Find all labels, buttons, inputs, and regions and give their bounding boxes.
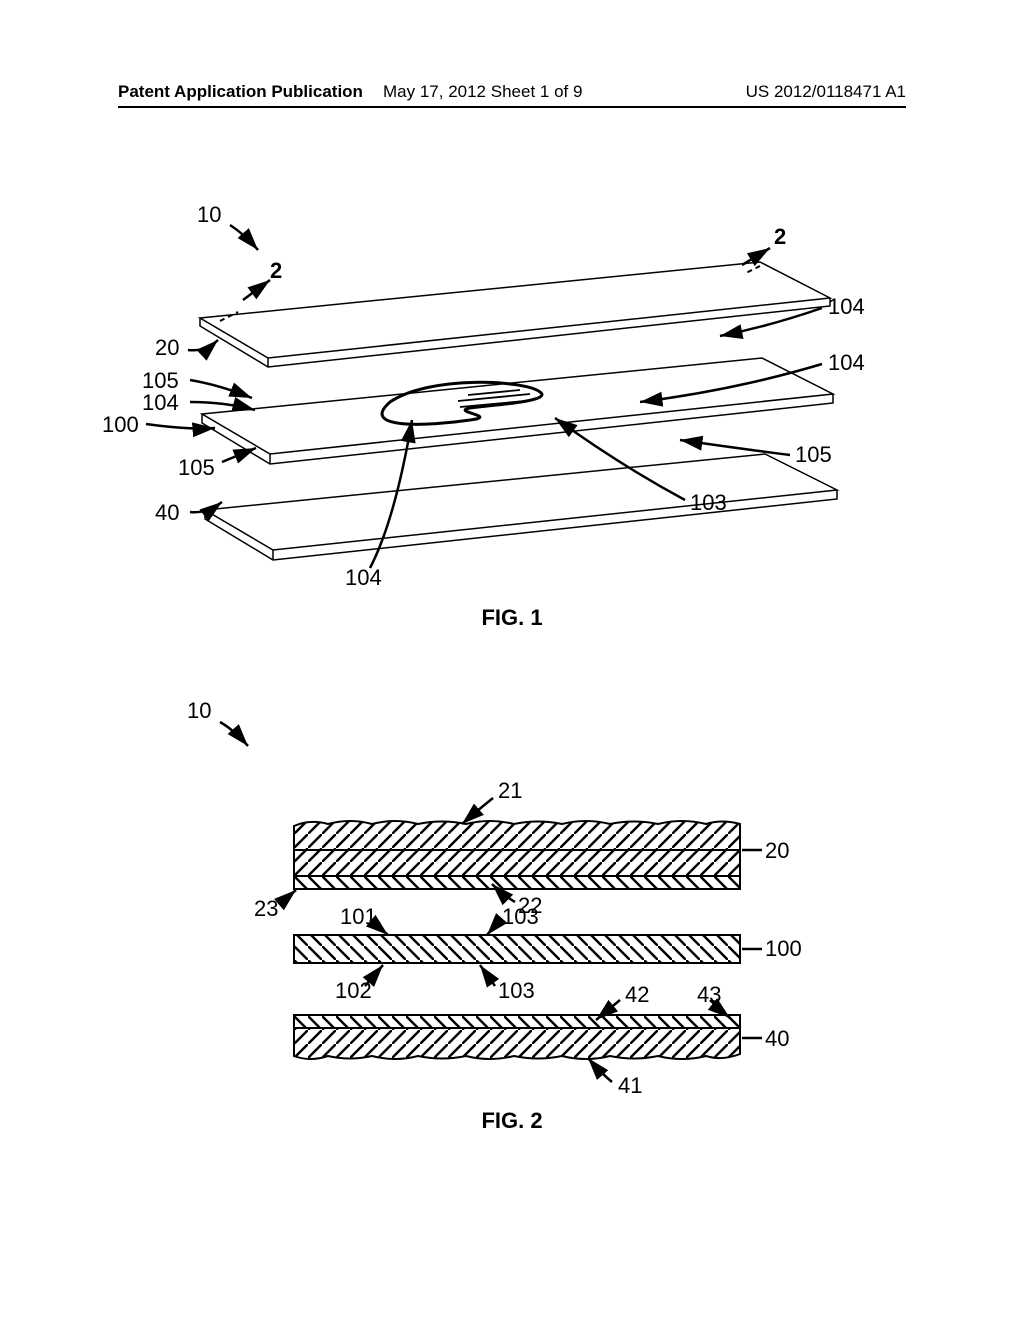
fig2-ref-23: 23 (254, 896, 278, 922)
fig2-svg (0, 680, 1024, 1180)
fig2-label: FIG. 2 (0, 1108, 1024, 1134)
fig2-ref-41: 41 (618, 1073, 642, 1099)
fig2-ref-40: 40 (765, 1026, 789, 1052)
header-date-sheet: May 17, 2012 Sheet 1 of 9 (383, 82, 582, 102)
fig1-ref-20: 20 (155, 335, 179, 361)
fig2-ref-100: 100 (765, 936, 802, 962)
header-publication: Patent Application Publication (118, 82, 363, 102)
fig2-ref-103a: 103 (502, 904, 539, 930)
header-pub-number: US 2012/0118471 A1 (746, 82, 906, 102)
fig1-ref-104b: 104 (345, 565, 382, 591)
fig1-ref-2b: 2 (774, 224, 786, 250)
figure-1: 10 2 2 20 105 104 100 105 40 104 104 104… (0, 180, 1024, 640)
fig2-ref-103b: 103 (498, 978, 535, 1004)
fig2-ref-20: 20 (765, 838, 789, 864)
fig1-ref-40: 40 (155, 500, 179, 526)
header-rule (118, 106, 906, 108)
fig2-ref-21: 21 (498, 778, 522, 804)
fig1-ref-105b: 105 (178, 455, 215, 481)
fig1-ref-2a: 2 (270, 258, 282, 284)
fig1-ref-105c: 105 (795, 442, 832, 468)
fig2-ref-102: 102 (335, 978, 372, 1004)
fig2-ref-43: 43 (697, 982, 721, 1008)
fig1-ref-104a: 104 (142, 390, 179, 416)
fig2-ref-101: 101 (340, 904, 377, 930)
figure-2: 10 21 20 22 23 101 103 100 102 103 42 43… (0, 680, 1024, 1180)
page-header: Patent Application Publication May 17, 2… (118, 82, 906, 102)
fig2-ref-42: 42 (625, 982, 649, 1008)
fig1-ref-104c: 104 (828, 294, 865, 320)
fig1-ref-10: 10 (197, 202, 221, 228)
fig2-ref-10: 10 (187, 698, 211, 724)
fig1-label: FIG. 1 (0, 605, 1024, 631)
fig1-ref-104d: 104 (828, 350, 865, 376)
fig1-ref-100: 100 (102, 412, 139, 438)
fig1-ref-103: 103 (690, 490, 727, 516)
